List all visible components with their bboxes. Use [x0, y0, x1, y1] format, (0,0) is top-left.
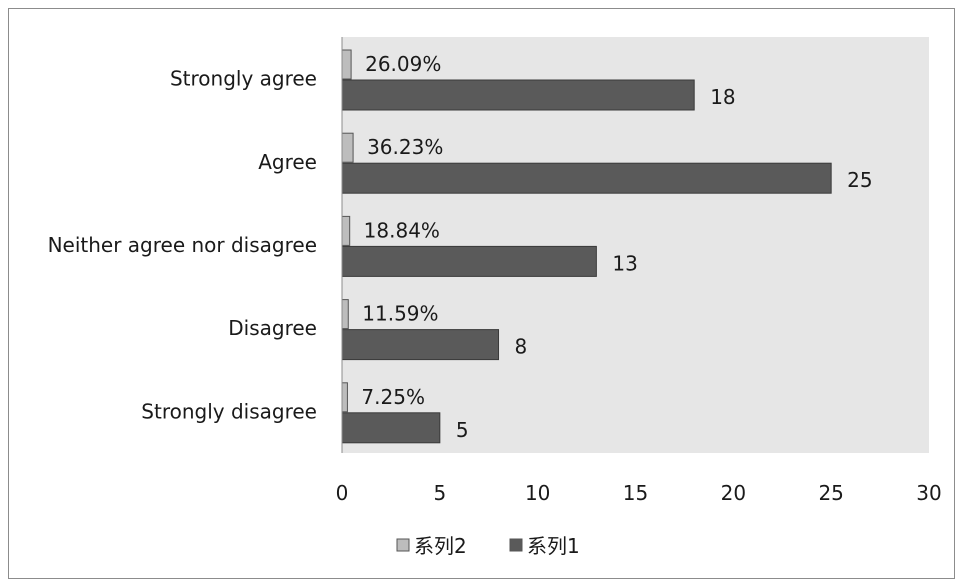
category-label: Agree	[258, 150, 317, 174]
legend-label: 系列2	[414, 534, 467, 558]
bar-series1	[341, 162, 832, 194]
x-axis-ticks: 0 5 10 15 20 25 30	[336, 481, 942, 505]
legend: 系列2 系列1	[396, 534, 580, 558]
data-label-series1: 5	[456, 418, 469, 442]
category-labels: Strongly agree Agree Neither agree nor dis…	[48, 67, 317, 424]
bar-series2	[341, 215, 351, 246]
bar-series2	[341, 49, 352, 80]
x-tick-label: 15	[623, 481, 648, 505]
x-tick-label: 30	[916, 481, 941, 505]
category-label: Strongly agree	[170, 67, 317, 91]
data-labels: 26.09% 18 36.23% 25 18.84% 13 11.59% 8 7.25% 5	[361, 52, 872, 442]
x-tick-label: 10	[525, 481, 550, 505]
legend-swatch	[396, 538, 410, 552]
data-label-series2: 18.84%	[364, 218, 440, 242]
category-label: Strongly disagree	[141, 399, 317, 423]
legend-swatch	[509, 538, 523, 552]
bar-series1	[341, 329, 500, 361]
data-label-series1: 18	[710, 85, 735, 109]
data-label-series2: 11.59%	[362, 302, 438, 326]
x-tick-label: 20	[721, 481, 746, 505]
data-label-series1: 8	[515, 335, 528, 359]
bar-series2	[341, 132, 354, 163]
x-tick-label: 5	[433, 481, 446, 505]
data-label-series2: 36.23%	[367, 135, 443, 159]
bar-series2	[341, 299, 349, 330]
data-label-series2: 7.25%	[361, 385, 425, 409]
bar-series1	[341, 245, 597, 277]
data-label-series2: 26.09%	[365, 52, 441, 76]
bars-group	[341, 49, 832, 444]
category-label: Disagree	[228, 316, 317, 340]
bar-series1	[341, 79, 695, 111]
legend-label: 系列1	[527, 534, 580, 558]
data-label-series1: 25	[847, 168, 872, 192]
x-tick-label: 0	[336, 481, 349, 505]
category-label: Neither agree nor disagree	[48, 233, 317, 257]
data-label-series1: 13	[612, 251, 637, 275]
bar-series1	[341, 412, 441, 444]
x-tick-label: 25	[818, 481, 843, 505]
bar-series2	[341, 382, 348, 413]
